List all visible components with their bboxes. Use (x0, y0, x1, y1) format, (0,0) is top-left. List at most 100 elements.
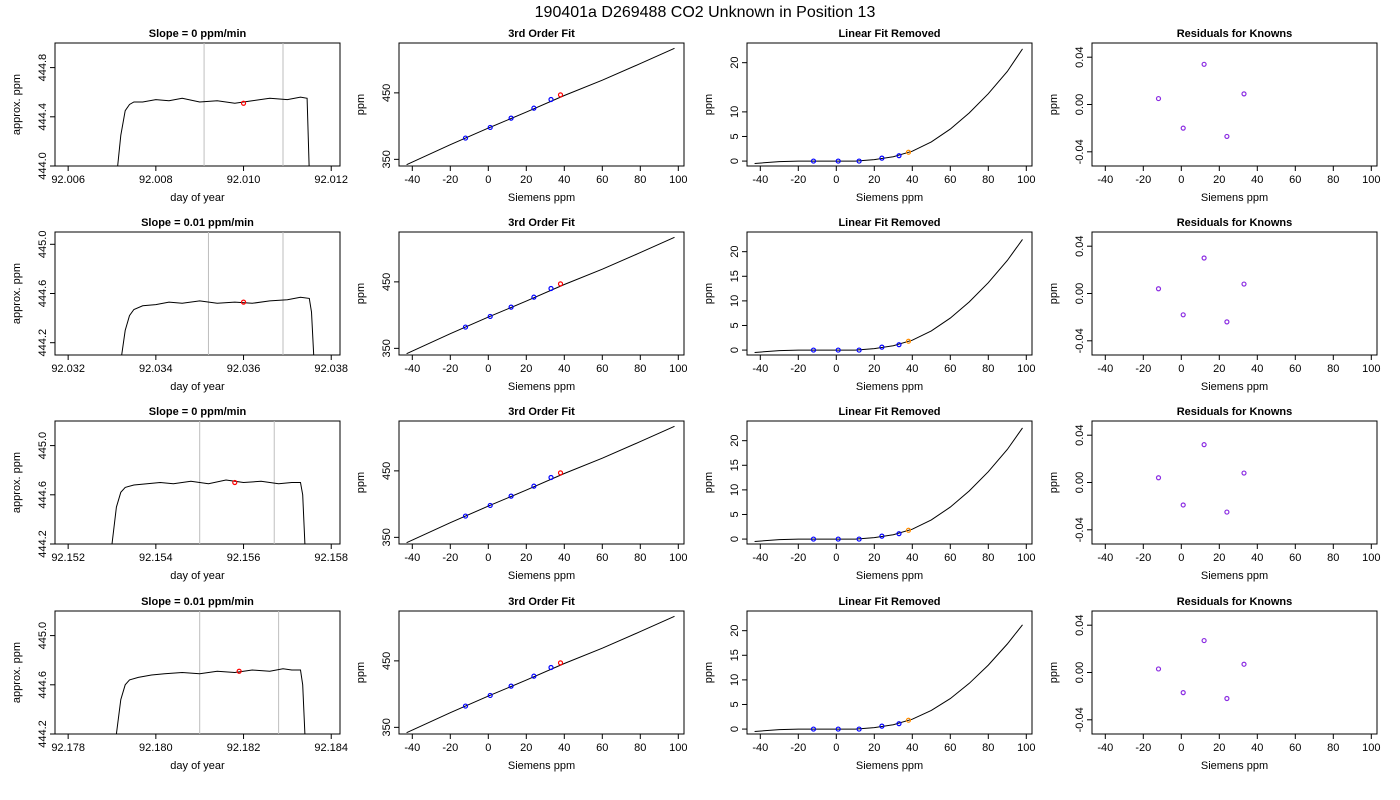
x-tick-label: 0 (1178, 174, 1184, 186)
panel-title: Residuals for Knowns (1177, 28, 1293, 40)
panel-r1-c2: Linear Fit Removed -40 -20 0 20 40 60 80 100 0 5 10… (703, 217, 1035, 393)
x-tick-label: 100 (669, 742, 687, 754)
y-tick-label: 10 (729, 674, 741, 686)
x-tick-label: 40 (558, 174, 570, 186)
x-tick-label: 100 (1362, 742, 1380, 754)
x-tick-label: 0 (833, 552, 839, 564)
panel-r0-c3: Residuals for Knowns -40 -20 0 20 40 60 80 100 -0… (1048, 28, 1380, 204)
y-tick-label: 15 (729, 649, 741, 661)
plot-area (1155, 61, 1247, 140)
x-tick-label: 20 (1213, 363, 1225, 375)
x-tick-label: 20 (868, 552, 880, 564)
plot-frame (746, 42, 1033, 167)
plot-area (117, 43, 310, 166)
known-point (548, 664, 554, 671)
x-tick-label: 92.036 (227, 363, 261, 375)
known-point (879, 155, 885, 161)
y-tick-label: 0.00 (1074, 94, 1086, 115)
x-tick-label: 0 (833, 174, 839, 186)
known-point (508, 683, 514, 689)
known-point (462, 513, 469, 519)
known-point (462, 703, 469, 709)
x-tick-label: 0 (485, 363, 491, 375)
x-tick-label: 80 (1327, 552, 1339, 564)
panel-title: Residuals for Knowns (1177, 406, 1293, 418)
y-axis-label: ppm (1048, 283, 1060, 304)
x-tick-label: 40 (558, 552, 570, 564)
x-tick-label: 40 (906, 552, 918, 564)
x-tick-label: 92.006 (51, 174, 85, 186)
plot-frame (1091, 231, 1378, 356)
x-tick-label: -40 (752, 742, 768, 754)
known-point (548, 285, 554, 292)
x-tick-label: 92.178 (51, 742, 85, 754)
y-axis-label: ppm (1048, 662, 1060, 683)
x-tick-label: 60 (1289, 742, 1301, 754)
x-tick-label: 80 (634, 742, 646, 754)
x-tick-label: 40 (558, 742, 570, 754)
x-tick-label: 0 (1178, 742, 1184, 754)
x-tick-label: 0 (1178, 552, 1184, 564)
y-tick-label: 445.0 (37, 231, 49, 259)
residual-point (1155, 475, 1162, 481)
y-tick-label: 444.2 (37, 329, 49, 357)
y-axis-label: ppm (703, 283, 715, 304)
y-tick-label: 450 (381, 462, 393, 480)
x-tick-label: 60 (944, 552, 956, 564)
plot-area (406, 236, 675, 355)
y-tick-label: -0.04 (1074, 517, 1086, 542)
x-axis-label: Siemens ppm (1201, 570, 1268, 582)
unknown-point (905, 527, 912, 533)
y-tick-label: 10 (729, 484, 741, 496)
series-line (115, 668, 306, 734)
mean-marker (232, 479, 238, 486)
panel-title: Residuals for Knowns (1177, 596, 1293, 608)
y-tick-label: -0.04 (1074, 328, 1086, 353)
y-tick-label: -0.04 (1074, 707, 1086, 732)
x-tick-label: 80 (634, 552, 646, 564)
x-tick-label: -40 (404, 742, 420, 754)
y-tick-label: 350 (381, 718, 393, 736)
x-tick-label: 100 (1362, 363, 1380, 375)
x-axis-label: day of year (170, 381, 225, 393)
fit-curve (754, 48, 1023, 164)
x-tick-label: -40 (1097, 363, 1113, 375)
y-axis-label: ppm (355, 662, 367, 683)
plot-frame (398, 610, 685, 735)
x-tick-label: 92.158 (314, 552, 348, 564)
x-tick-label: 92.032 (51, 363, 85, 375)
x-axis-label: Siemens ppm (508, 192, 575, 204)
y-tick-label: 444.6 (37, 671, 49, 699)
x-tick-label: 60 (1289, 174, 1301, 186)
panel-title: Linear Fit Removed (838, 596, 940, 608)
plot-frame (746, 231, 1033, 356)
residual-point (1241, 661, 1247, 667)
panel-r3-c3: Residuals for Knowns -40 -20 0 20 40 60 80 100 -0… (1048, 596, 1380, 772)
x-tick-label: 80 (1327, 174, 1339, 186)
y-tick-label: 0.00 (1074, 283, 1086, 304)
known-point (896, 721, 902, 727)
panel-title: 3rd Order Fit (508, 406, 575, 418)
plot-area (406, 425, 675, 544)
known-point (462, 324, 469, 330)
residual-point (1155, 95, 1162, 102)
panel-title: 3rd Order Fit (508, 596, 575, 608)
x-tick-label: 92.034 (139, 363, 173, 375)
figure-title: 190401a D269488 CO2 Unknown in Position … (535, 4, 876, 21)
x-tick-label: 92.012 (314, 174, 348, 186)
unknown-point (905, 149, 912, 155)
fit-curve (754, 239, 1023, 353)
known-point (896, 531, 902, 537)
residual-point (1180, 125, 1186, 131)
known-point (879, 533, 885, 539)
y-tick-label: 5 (729, 511, 741, 517)
y-tick-label: 444.8 (37, 54, 49, 82)
y-tick-label: 10 (729, 106, 741, 118)
panel-title: Slope = 0 ppm/min (149, 28, 247, 40)
plot-frame (54, 231, 341, 356)
x-tick-label: 20 (1213, 742, 1225, 754)
known-point (835, 536, 841, 542)
plot-area (1155, 442, 1247, 515)
panel-title: Residuals for Knowns (1177, 217, 1293, 229)
known-point (548, 474, 554, 481)
